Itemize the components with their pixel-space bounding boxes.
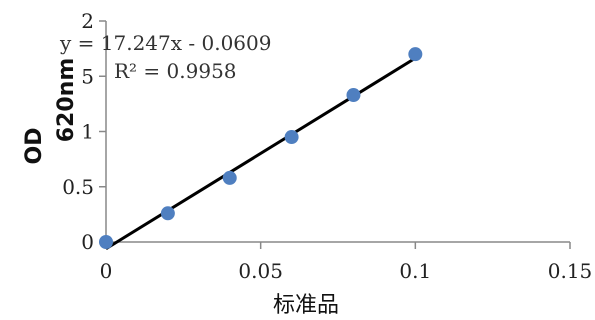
y-axis-subtitle: 620nm [54,58,79,143]
x-tick-label: 0.05 [238,259,283,283]
x-axis-ticks: 0 0.05 0.1 0.15 [100,242,593,283]
x-tick-label: 0.15 [548,259,593,283]
y-axis-title: OD [22,128,47,165]
y-tick-label: 1 [81,120,94,144]
y-axis-title-line-2: 620nm [54,58,79,143]
data-point [284,130,299,145]
y-tick-label: 5 [81,64,94,88]
data-point [99,235,113,249]
trendline [105,56,417,251]
y-tick-label: 0 [81,230,94,254]
data-point [160,206,175,221]
trendline-equation: y = 17.247x - 0.0609 [59,31,271,55]
y-axis-ticks: 0 0.5 1 5 2 [62,9,106,254]
x-tick-label: 0.1 [399,259,431,283]
x-tick-label: 0 [100,259,113,283]
data-point [222,170,237,185]
x-axis-title: 标准品 [273,293,339,318]
r-squared-label: R² = 0.9958 [114,59,237,83]
data-points [99,47,423,249]
data-point [346,88,361,103]
y-axis-title-line-1: OD [22,128,47,165]
trendline-group [105,56,417,251]
y-tick-label: 2 [81,9,94,33]
y-tick-label: 0.5 [62,175,94,199]
data-point [408,47,423,62]
